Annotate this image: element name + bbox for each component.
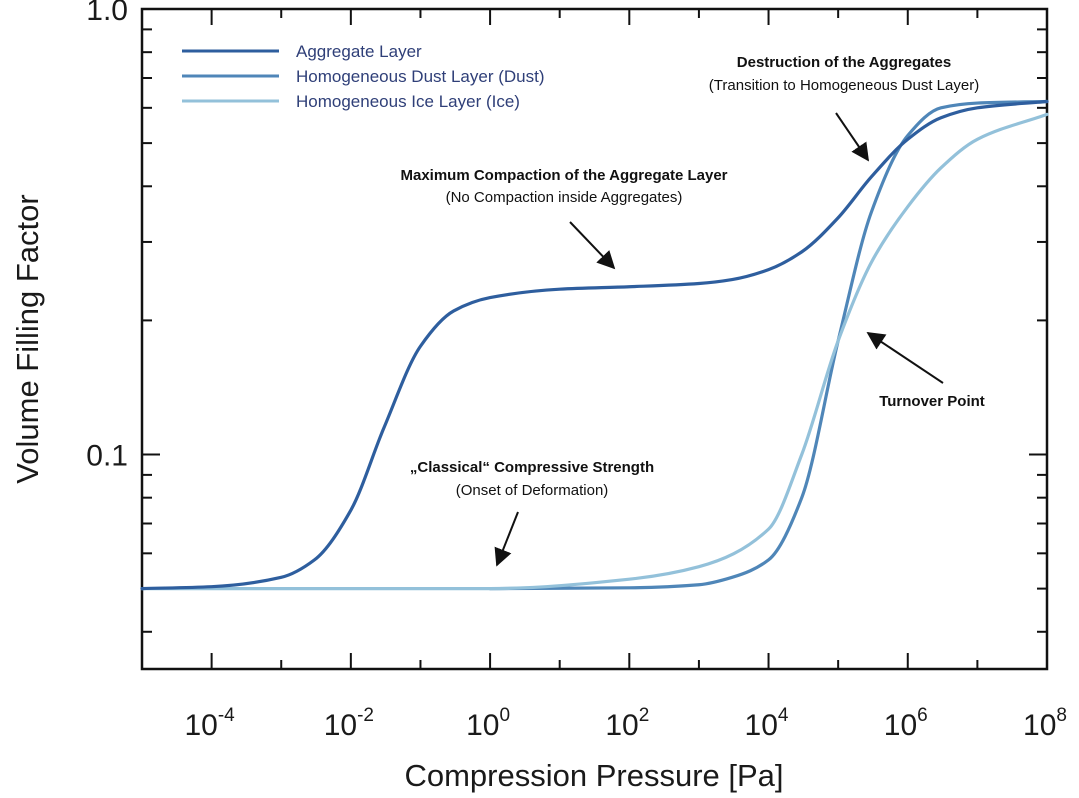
legend-label-dust: Homogeneous Dust Layer (Dust) — [296, 67, 545, 86]
x-tick-label: 100 — [466, 705, 510, 742]
x-tick-label: 10-2 — [324, 705, 374, 742]
series-aggregate-layer — [140, 99, 1049, 591]
x-tick-label: 10-4 — [184, 705, 235, 742]
legend-label-aggregate: Aggregate Layer — [296, 42, 422, 61]
y-axis-title: Volume Filling Factor — [10, 194, 45, 483]
arrow-turnover — [866, 332, 944, 384]
series-homogeneous-ice — [140, 112, 1049, 591]
y-tick-label: 1.0 — [86, 0, 128, 27]
annotation-destruction-title: Destruction of the Aggregates — [737, 54, 951, 71]
series-layer — [140, 99, 1049, 591]
x-axis-title: Compression Pressure [Pa] — [404, 758, 783, 793]
arrow-max-compaction — [569, 221, 616, 270]
plot-frame — [140, 7, 1049, 671]
annotation-destruction-subtitle: (Transition to Homogeneous Dust Layer) — [709, 77, 979, 94]
series-homogeneous-dust — [488, 99, 1049, 591]
legend-label-ice: Homogeneous Ice Layer (Ice) — [296, 92, 520, 111]
annotation-max-compaction-title: Maximum Compaction of the Aggregate Laye… — [401, 167, 728, 184]
x-tick-label: 104 — [745, 705, 789, 742]
arrow-classical — [494, 511, 519, 567]
legend: Aggregate Layer Homogeneous Dust Layer (… — [182, 42, 545, 111]
annotation-classical-subtitle: (Onset of Deformation) — [456, 482, 609, 499]
annotation-max-compaction-subtitle: (No Compaction inside Aggregates) — [446, 189, 683, 206]
annotation-turnover: Turnover Point — [866, 332, 985, 410]
annotation-turnover-title: Turnover Point — [879, 393, 985, 410]
x-tick-label: 102 — [605, 705, 649, 742]
y-tick-label: 0.1 — [86, 439, 128, 472]
annotation-classical-title: „Classical“ Compressive Strength — [410, 459, 654, 476]
x-tick-label: 106 — [884, 705, 928, 742]
axis-ticks: 10-4 10-2 100 102 104 106 108 0.1 1.0 — [86, 0, 1067, 742]
annotation-classical-strength: „Classical“ Compressive Strength (Onset … — [410, 459, 654, 567]
annotation-max-compaction: Maximum Compaction of the Aggregate Laye… — [401, 167, 728, 270]
x-tick-label: 108 — [1023, 705, 1067, 742]
arrow-destruction — [835, 112, 870, 162]
annotation-destruction: Destruction of the Aggregates (Transitio… — [709, 54, 979, 162]
